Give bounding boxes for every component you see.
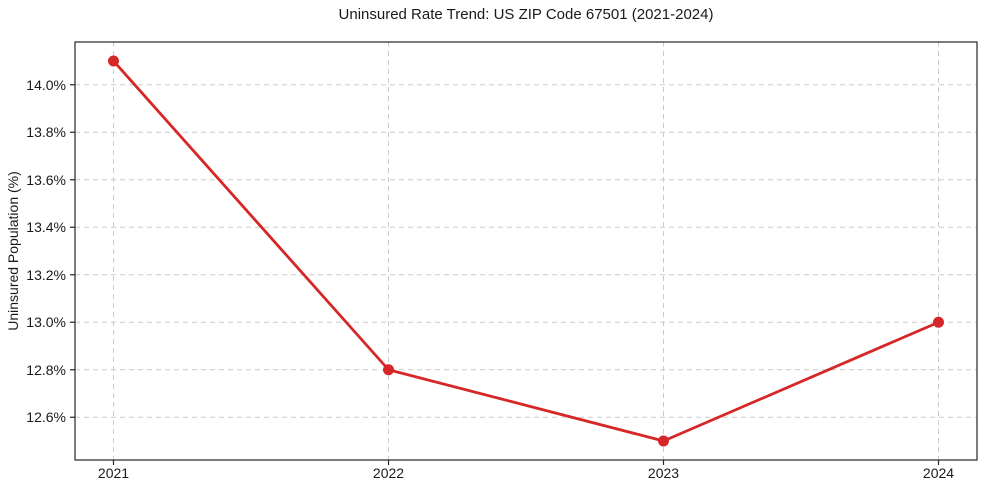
y-tick-label: 13.0% — [26, 314, 66, 331]
y-tick-label: 12.8% — [26, 361, 66, 378]
chart-title: Uninsured Rate Trend: US ZIP Code 67501 … — [338, 6, 714, 23]
y-tick-label: 12.6% — [26, 409, 66, 426]
y-tick-label: 14.0% — [26, 76, 66, 93]
trend-line — [112, 59, 940, 443]
data-point-marker — [658, 435, 669, 447]
y-tick-label: 13.4% — [26, 219, 66, 236]
y-tick-label: 13.6% — [26, 171, 66, 188]
plot-border — [74, 41, 978, 461]
x-tick-label: 2021 — [97, 465, 130, 481]
y-axis-label: Uninsured Population (%) — [5, 171, 21, 331]
y-tick-label: 13.2% — [26, 266, 66, 283]
data-point-marker — [108, 55, 119, 67]
data-point-marker — [933, 316, 944, 328]
x-tick-label: 2022 — [372, 465, 405, 481]
x-tick-label: 2024 — [922, 465, 955, 481]
data-point-marker — [383, 364, 394, 376]
y-tick-label: 13.8% — [26, 124, 66, 141]
x-tick-label: 2023 — [647, 465, 680, 481]
